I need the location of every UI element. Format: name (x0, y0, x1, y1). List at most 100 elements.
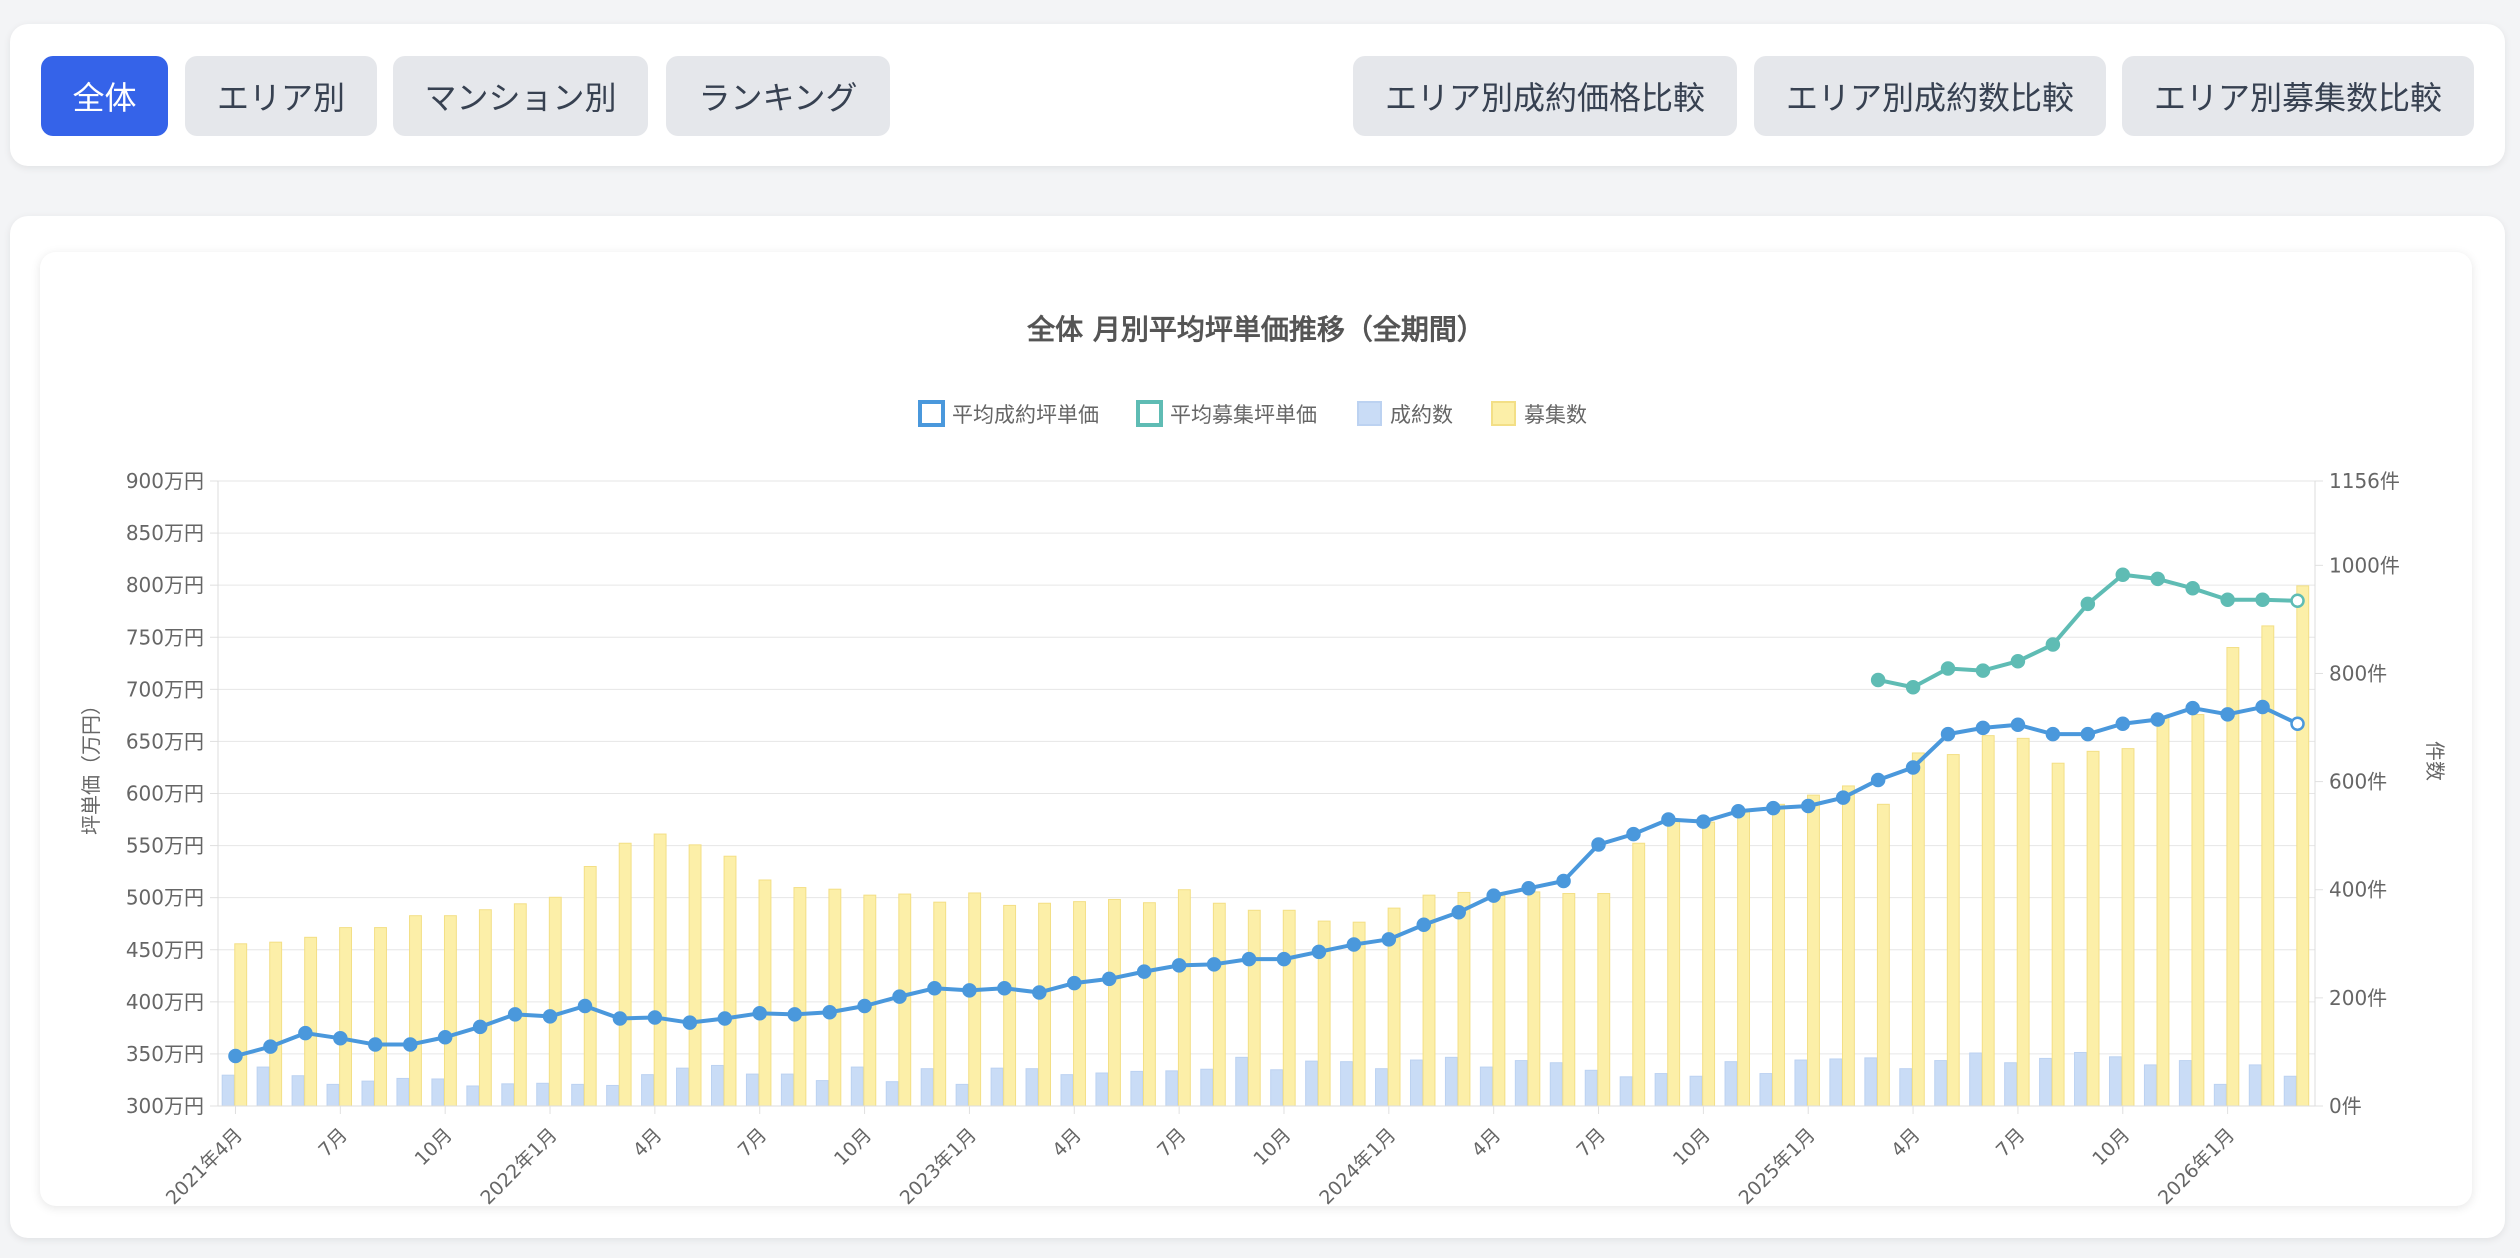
contract-price-point (822, 1005, 837, 1020)
bar-contract-count (221, 1074, 235, 1107)
legend: 平均成約坪単価 平均募集坪単価 成約数 募集数 (918, 400, 1587, 427)
bar-listing-count (583, 865, 597, 1107)
x-tick-label: 7月 (1992, 1124, 2030, 1162)
contract-price-point (647, 1010, 663, 1025)
bar-contract-count (396, 1077, 410, 1107)
contract-price-point (1206, 957, 1222, 972)
bar-contract-count (815, 1080, 829, 1107)
listing-price-point (2010, 653, 2026, 669)
listing-price-point (2185, 581, 2200, 596)
contract-price-point (612, 1011, 628, 1026)
bar-listing-count (2051, 762, 2065, 1107)
bar-listing-count (688, 844, 702, 1107)
x-tick-label: 10月 (411, 1124, 457, 1170)
bar-contract-count (2213, 1083, 2227, 1107)
bar-contract-count (1934, 1060, 1948, 1107)
bar-contract-count (641, 1074, 654, 1107)
y-right-tick-label: 800件 (2329, 661, 2387, 685)
bar-contract-count (536, 1082, 550, 1107)
bar-contract-count (1095, 1072, 1109, 1107)
tab-area-listing-count-compare[interactable]: エリア別募集数比較 (2122, 56, 2474, 136)
bar-listing-count (1702, 821, 1716, 1107)
listing-price-point (1905, 680, 1921, 695)
bar-contract-count (606, 1084, 620, 1107)
bar-listing-count (1667, 820, 1681, 1107)
contract-price-point (1067, 975, 1082, 991)
contract-price-point (2010, 717, 2026, 732)
bar-contract-count (2074, 1051, 2087, 1107)
bar-listing-count (443, 915, 457, 1107)
legend-item-contract-count[interactable]: 成約数 (1357, 401, 1453, 427)
y-axis-right-title: 件数 (2423, 741, 2447, 781)
x-tick-label: 2021年4月 (162, 1124, 247, 1206)
bar-listing-count (1003, 904, 1017, 1107)
tab-area-contract-price-compare[interactable]: エリア別成約価格比較 (1353, 56, 1737, 136)
contract-price-point (1032, 985, 1047, 1000)
bar-contract-count (2143, 1064, 2157, 1107)
contract-price-point (1416, 917, 1432, 932)
contract-price-point (752, 1006, 767, 1021)
tab-by-mansion[interactable]: マンション別 (393, 56, 648, 136)
bar-listing-count (723, 855, 737, 1107)
bar-contract-count (1514, 1060, 1528, 1107)
grid (218, 480, 2315, 1107)
contract-price-point (2115, 716, 2131, 731)
legend-item-contract-price[interactable]: 平均成約坪単価 (918, 400, 1099, 427)
contract-price-point (927, 981, 942, 996)
bar-listing-count (1772, 803, 1785, 1107)
contract-price-point (997, 981, 1012, 996)
x-tick-label: 2025年1月 (1735, 1124, 1820, 1206)
bar-contract-count (256, 1066, 270, 1107)
bar-contract-count (1899, 1068, 1913, 1107)
bar-listing-count (1108, 898, 1121, 1107)
contract-price-point (1171, 958, 1187, 973)
bar-contract-count (745, 1073, 759, 1107)
legend-item-listing-price[interactable]: 平均募集坪単価 (1136, 400, 1317, 427)
bar-contract-count (571, 1083, 585, 1107)
bar-contract-count (1340, 1061, 1353, 1107)
price-trend-chart: 全体 月別平均坪単価推移（全期間） 平均成約坪単価 平均募集坪単価 成約数 募集… (79, 313, 2447, 1206)
bar-listing-count (1946, 754, 1960, 1107)
tab-area-contract-count-compare[interactable]: エリア別成約数比較 (1754, 56, 2106, 136)
listing-price-point (1870, 672, 1886, 688)
tab-overall[interactable]: 全体 (41, 56, 168, 136)
contract-price-point (2290, 716, 2305, 731)
contract-price-point (1870, 772, 1886, 788)
contract-price-point (962, 983, 977, 998)
contract-price-point (1905, 760, 1921, 775)
bar-contract-count (2004, 1062, 2018, 1107)
legend-item-listing-count[interactable]: 募集数 (1491, 401, 1587, 427)
bar-listing-count (513, 903, 527, 1107)
bar-listing-count (793, 887, 807, 1107)
bar-contract-count (466, 1085, 480, 1107)
contract-price-point (577, 998, 593, 1014)
bar-listing-count (2261, 625, 2275, 1107)
y-left-tick-label: 300万円 (126, 1094, 204, 1118)
y-left-tick-label: 750万円 (126, 625, 204, 649)
bar-contract-count (1689, 1075, 1703, 1107)
bar-listing-count (1981, 735, 1995, 1107)
tab-by-area[interactable]: エリア別 (185, 56, 377, 136)
y-left-tick-label: 700万円 (126, 677, 204, 701)
x-tick-label: 7月 (1153, 1124, 1191, 1162)
contract-price-point (1521, 881, 1536, 896)
bar-contract-count (1130, 1070, 1144, 1107)
listing-price-point (2255, 592, 2270, 607)
bar-contract-count (1235, 1056, 1249, 1107)
bar-contract-count (990, 1067, 1004, 1107)
legend-label-contract-price: 平均成約坪単価 (952, 403, 1099, 427)
bar-listing-count (478, 909, 492, 1107)
top-navigation: 全体 エリア別 マンション別 ランキング エリア別成約価格比較 エリア別成約数比… (10, 24, 2505, 166)
x-tick-label: 10月 (1249, 1124, 1295, 1170)
bar-contract-count (431, 1078, 445, 1107)
legend-label-listing-price: 平均募集坪単価 (1170, 403, 1317, 427)
listing-price-point (1940, 661, 1956, 676)
tab-ranking[interactable]: ランキング (666, 56, 890, 136)
contract-price-point (1451, 905, 1466, 920)
contract-price-point (1626, 826, 1641, 842)
contract-price-point (1486, 888, 1501, 903)
contract-price-point (2220, 707, 2235, 722)
contract-price-point (1346, 937, 1362, 952)
y-left-tick-label: 800万円 (126, 573, 204, 597)
listing-price-point (2290, 593, 2305, 609)
